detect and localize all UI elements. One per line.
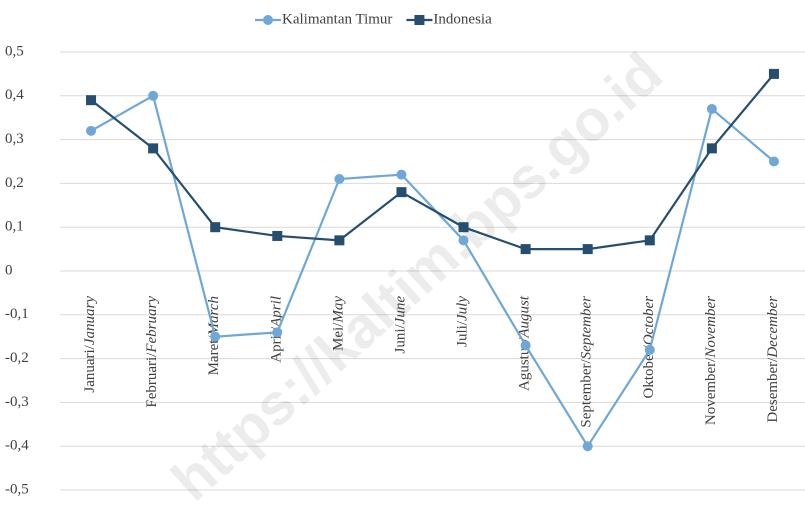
y-tick-label: -0,3 [5,394,29,410]
y-tick-label: 0 [5,262,13,278]
marker [768,68,779,79]
marker [396,169,407,180]
y-tick-label: -0,1 [5,306,29,322]
marker [272,230,283,241]
marker [582,244,593,255]
marker [520,340,531,351]
y-tick-label: 0,1 [5,219,24,235]
marker [210,222,221,233]
x-tick-label: Juni/June [393,296,409,354]
legend-marker [263,15,273,25]
y-tick-label: 0,5 [5,43,24,59]
marker [458,235,469,246]
marker [706,103,717,114]
legend-label: Kalimantan Timur [282,11,392,27]
marker [458,222,469,233]
y-tick-label: -0,4 [5,438,29,454]
marker [210,331,221,342]
x-tick-label: Desember/December [765,296,781,423]
marker [334,235,345,246]
y-tick-label: 0,4 [5,87,24,103]
marker [86,125,97,136]
x-tick-label: Mei/May [331,296,347,351]
marker [644,344,655,355]
marker [582,441,593,452]
y-tick-label: -0,5 [5,481,29,497]
marker [768,156,779,167]
y-tick-label: 0,3 [5,131,24,147]
legend-marker [414,15,425,25]
watermark: https://kaltim.bps.go.id [160,40,675,513]
marker [148,143,159,154]
x-tick-label: Juli/July [455,296,471,347]
series-line [90,73,775,251]
marker [334,174,345,185]
x-tick-label: Maret/March [207,296,223,375]
marker [644,235,655,246]
series-line [90,94,775,449]
x-tick-label: Agustus/August [517,295,533,391]
marker [706,143,717,154]
x-tick-label: Januari/January [82,296,98,393]
y-tick-label: -0,2 [5,350,29,366]
marker [396,187,407,198]
x-tick-label: November/November [703,296,719,425]
marker [520,244,531,255]
y-tick-label: 0,2 [5,175,24,191]
legend-label: Indonesia [433,11,492,27]
x-tick-label: September/September [579,296,595,428]
marker [148,90,159,101]
x-tick-label: Februari/February [145,296,161,408]
marker [86,95,97,106]
marker [272,327,283,338]
